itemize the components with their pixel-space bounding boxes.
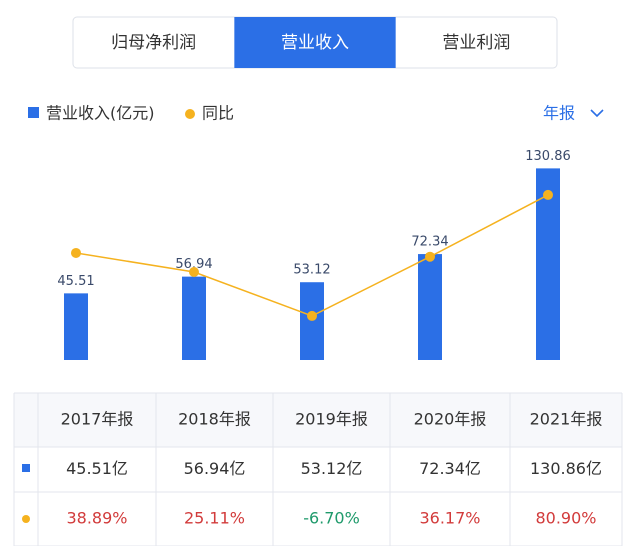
legend-label: 同比	[202, 104, 234, 123]
revenue-cell: 72.34亿	[419, 459, 481, 478]
table-header: 2020年报	[414, 410, 487, 429]
table-header: 2018年报	[178, 410, 251, 429]
bar	[300, 282, 324, 360]
bar-value-label: 53.12	[293, 263, 330, 278]
legend-bar-icon	[28, 107, 39, 118]
yoy-point	[307, 310, 317, 321]
yoy-cell: 38.89%	[66, 509, 127, 528]
revenue-cell: 53.12亿	[301, 459, 363, 478]
yoy-point	[189, 266, 199, 277]
yoy-cell: 36.17%	[419, 509, 480, 528]
yoy-point	[543, 189, 553, 200]
chevron[interactable]	[590, 109, 604, 118]
table-header-bg	[14, 393, 622, 447]
yoy-cell: 80.90%	[535, 509, 596, 528]
bar	[418, 254, 442, 360]
yoy-cell: 25.11%	[184, 509, 245, 528]
tab[interactable]: 营业收入	[281, 33, 349, 53]
revenue-cell: 56.94亿	[184, 459, 246, 478]
bar	[64, 293, 88, 360]
tab[interactable]: 归母净利润	[111, 33, 196, 53]
table-header: 2019年报	[295, 410, 368, 429]
period-selector[interactable]: 年报	[543, 104, 575, 123]
revenue-cell: 45.51亿	[66, 459, 128, 478]
tab[interactable]: 营业利润	[442, 33, 510, 53]
bar	[182, 276, 206, 360]
yoy-cell: -6.70%	[303, 509, 360, 528]
bar-value-label: 72.34	[411, 235, 448, 250]
row-icon-bar	[22, 464, 30, 472]
row-icon-line	[22, 515, 30, 523]
legend-line-icon	[185, 109, 195, 119]
table-header: 2017年报	[61, 410, 134, 429]
tab-active-bg[interactable]	[234, 17, 396, 68]
bar	[536, 168, 560, 360]
revenue-cell: 130.86亿	[530, 459, 602, 478]
table-header: 2021年报	[530, 410, 603, 429]
legend-label: 营业收入(亿元)	[46, 104, 155, 123]
bar-value-label: 56.94	[175, 257, 212, 272]
yoy-point	[71, 247, 81, 258]
yoy-point	[425, 251, 435, 262]
bar-value-label: 45.51	[57, 274, 94, 289]
bar-value-label: 130.86	[525, 149, 571, 164]
